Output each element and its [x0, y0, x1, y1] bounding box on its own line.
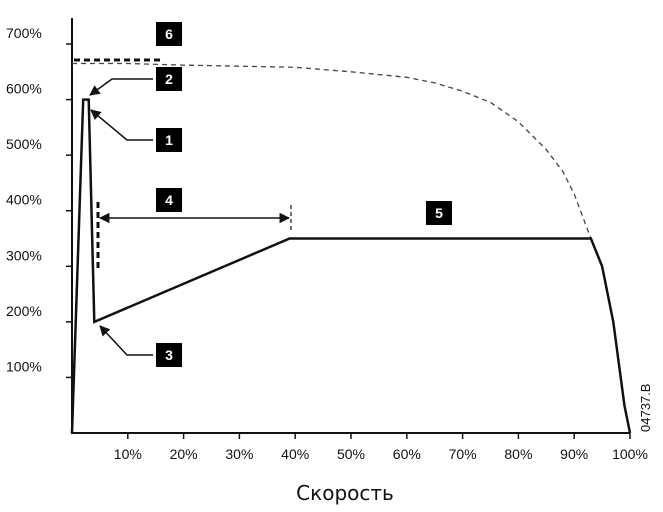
y-tick-label: 500%: [6, 136, 42, 152]
annotation-badge-2: 2: [156, 67, 182, 91]
x-tick-label: 50%: [337, 446, 365, 462]
svg-text:3: 3: [165, 347, 173, 363]
x-tick-label: 40%: [281, 446, 309, 462]
y-tick-label: 300%: [6, 247, 42, 263]
x-tick-label: 80%: [504, 446, 532, 462]
series-solid-line: [70, 98, 632, 434]
y-tick-label: 700%: [6, 25, 42, 41]
annotation-2-leader: [89, 78, 153, 96]
y-tick-label: 600%: [6, 81, 42, 97]
y-tick-label: 400%: [6, 192, 42, 208]
series-dashed-line: [72, 62, 592, 239]
svg-text:5: 5: [435, 205, 443, 221]
annotation-badge-4: 4: [156, 188, 182, 212]
x-tick-label: 90%: [560, 446, 588, 462]
figure-code: 04737.B: [638, 384, 653, 432]
x-tick-label: 20%: [170, 446, 198, 462]
y-tick-label: 200%: [6, 303, 42, 319]
x-tick-label: 70%: [449, 446, 477, 462]
annotation-1-leader: [90, 109, 153, 141]
x-axis-title: Скорость: [296, 481, 394, 505]
svg-text:6: 6: [165, 26, 173, 42]
annotation-badge-3: 3: [156, 343, 182, 367]
x-tick-label: 30%: [225, 446, 253, 462]
svg-text:1: 1: [165, 132, 173, 148]
svg-text:2: 2: [165, 71, 173, 87]
x-tick-label: 60%: [393, 446, 421, 462]
x-tick-label: 10%: [114, 446, 142, 462]
y-tick-label: 100%: [6, 358, 42, 374]
svg-text:4: 4: [165, 192, 173, 208]
annotation-badge-1: 1: [156, 128, 182, 152]
x-tick-label: 100%: [612, 446, 648, 462]
annotation-badge-5: 5: [426, 201, 452, 225]
annotation-badge-6: 6: [156, 22, 182, 46]
annotation-3-leader: [99, 325, 153, 356]
